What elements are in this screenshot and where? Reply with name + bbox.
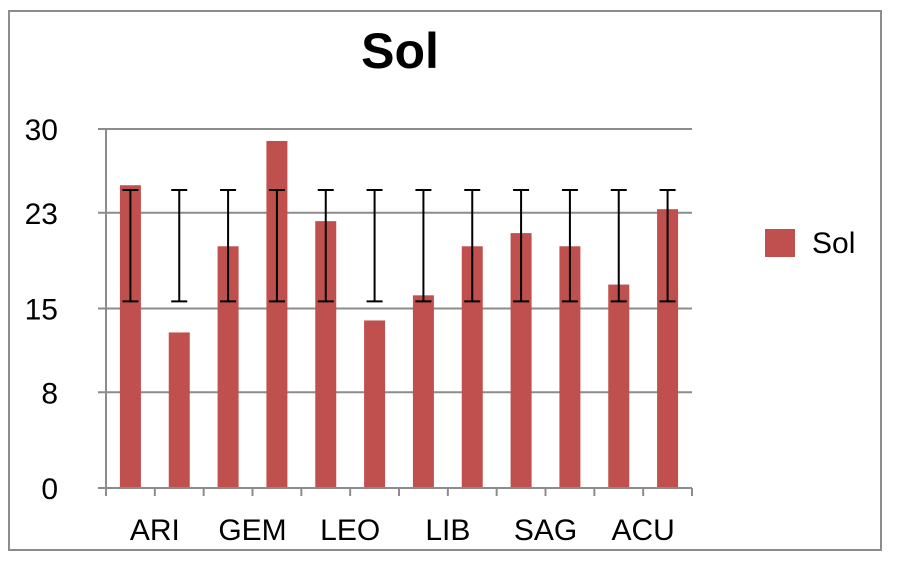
- bar-cap: [559, 246, 581, 488]
- x-tick-label: GEM: [218, 514, 286, 547]
- error-bar-leo: [317, 189, 334, 303]
- bar-can: [266, 140, 288, 488]
- y-tick-label: 30: [25, 114, 58, 147]
- x-tick-label: LIB: [425, 514, 470, 547]
- legend: Sol: [765, 227, 855, 260]
- y-tick-label: 23: [25, 198, 58, 231]
- bar-acu: [608, 284, 630, 488]
- error-bars: [122, 189, 676, 303]
- error-bar-sag: [513, 189, 530, 303]
- y-tick-label: 0: [41, 473, 58, 506]
- error-bar-ari: [122, 189, 139, 303]
- x-tick-label: LEO: [320, 514, 380, 547]
- error-bar-gem: [220, 189, 237, 303]
- bar-gem: [217, 246, 239, 488]
- bar-ari: [119, 185, 141, 488]
- x-tick-label: ARI: [130, 514, 180, 547]
- x-tick-labels: ARI GEM LEO LIB SAG ACU: [130, 514, 675, 547]
- error-bar-acu: [610, 189, 627, 303]
- bar-tau: [168, 332, 190, 488]
- bar-vir: [364, 320, 386, 488]
- bar-leo: [315, 221, 337, 489]
- bar-pis: [657, 209, 679, 488]
- bar-sag: [510, 233, 532, 488]
- y-tick-labels: 0 8 15 23 30: [25, 114, 58, 506]
- error-bar-vir: [366, 189, 383, 303]
- y-tick-label: 15: [25, 294, 58, 327]
- error-bar-can: [268, 189, 285, 303]
- bar-sco: [461, 246, 483, 488]
- error-bar-pis: [659, 189, 676, 303]
- error-bar-lib: [415, 189, 432, 303]
- gridlines: [106, 128, 692, 394]
- bar-lib: [412, 295, 434, 488]
- legend-label: Sol: [812, 227, 855, 260]
- x-tick-label: ACU: [611, 514, 674, 547]
- bars: [119, 140, 679, 489]
- error-bar-cap: [561, 189, 578, 303]
- chart-frame: [8, 10, 882, 551]
- legend-swatch: [765, 229, 795, 257]
- x-tick-label: SAG: [514, 514, 577, 547]
- chart-title: Sol: [361, 23, 439, 79]
- axes: [98, 128, 693, 496]
- y-tick-label: 8: [41, 377, 58, 410]
- error-bar-tau: [171, 189, 188, 303]
- error-bar-sco: [464, 189, 481, 303]
